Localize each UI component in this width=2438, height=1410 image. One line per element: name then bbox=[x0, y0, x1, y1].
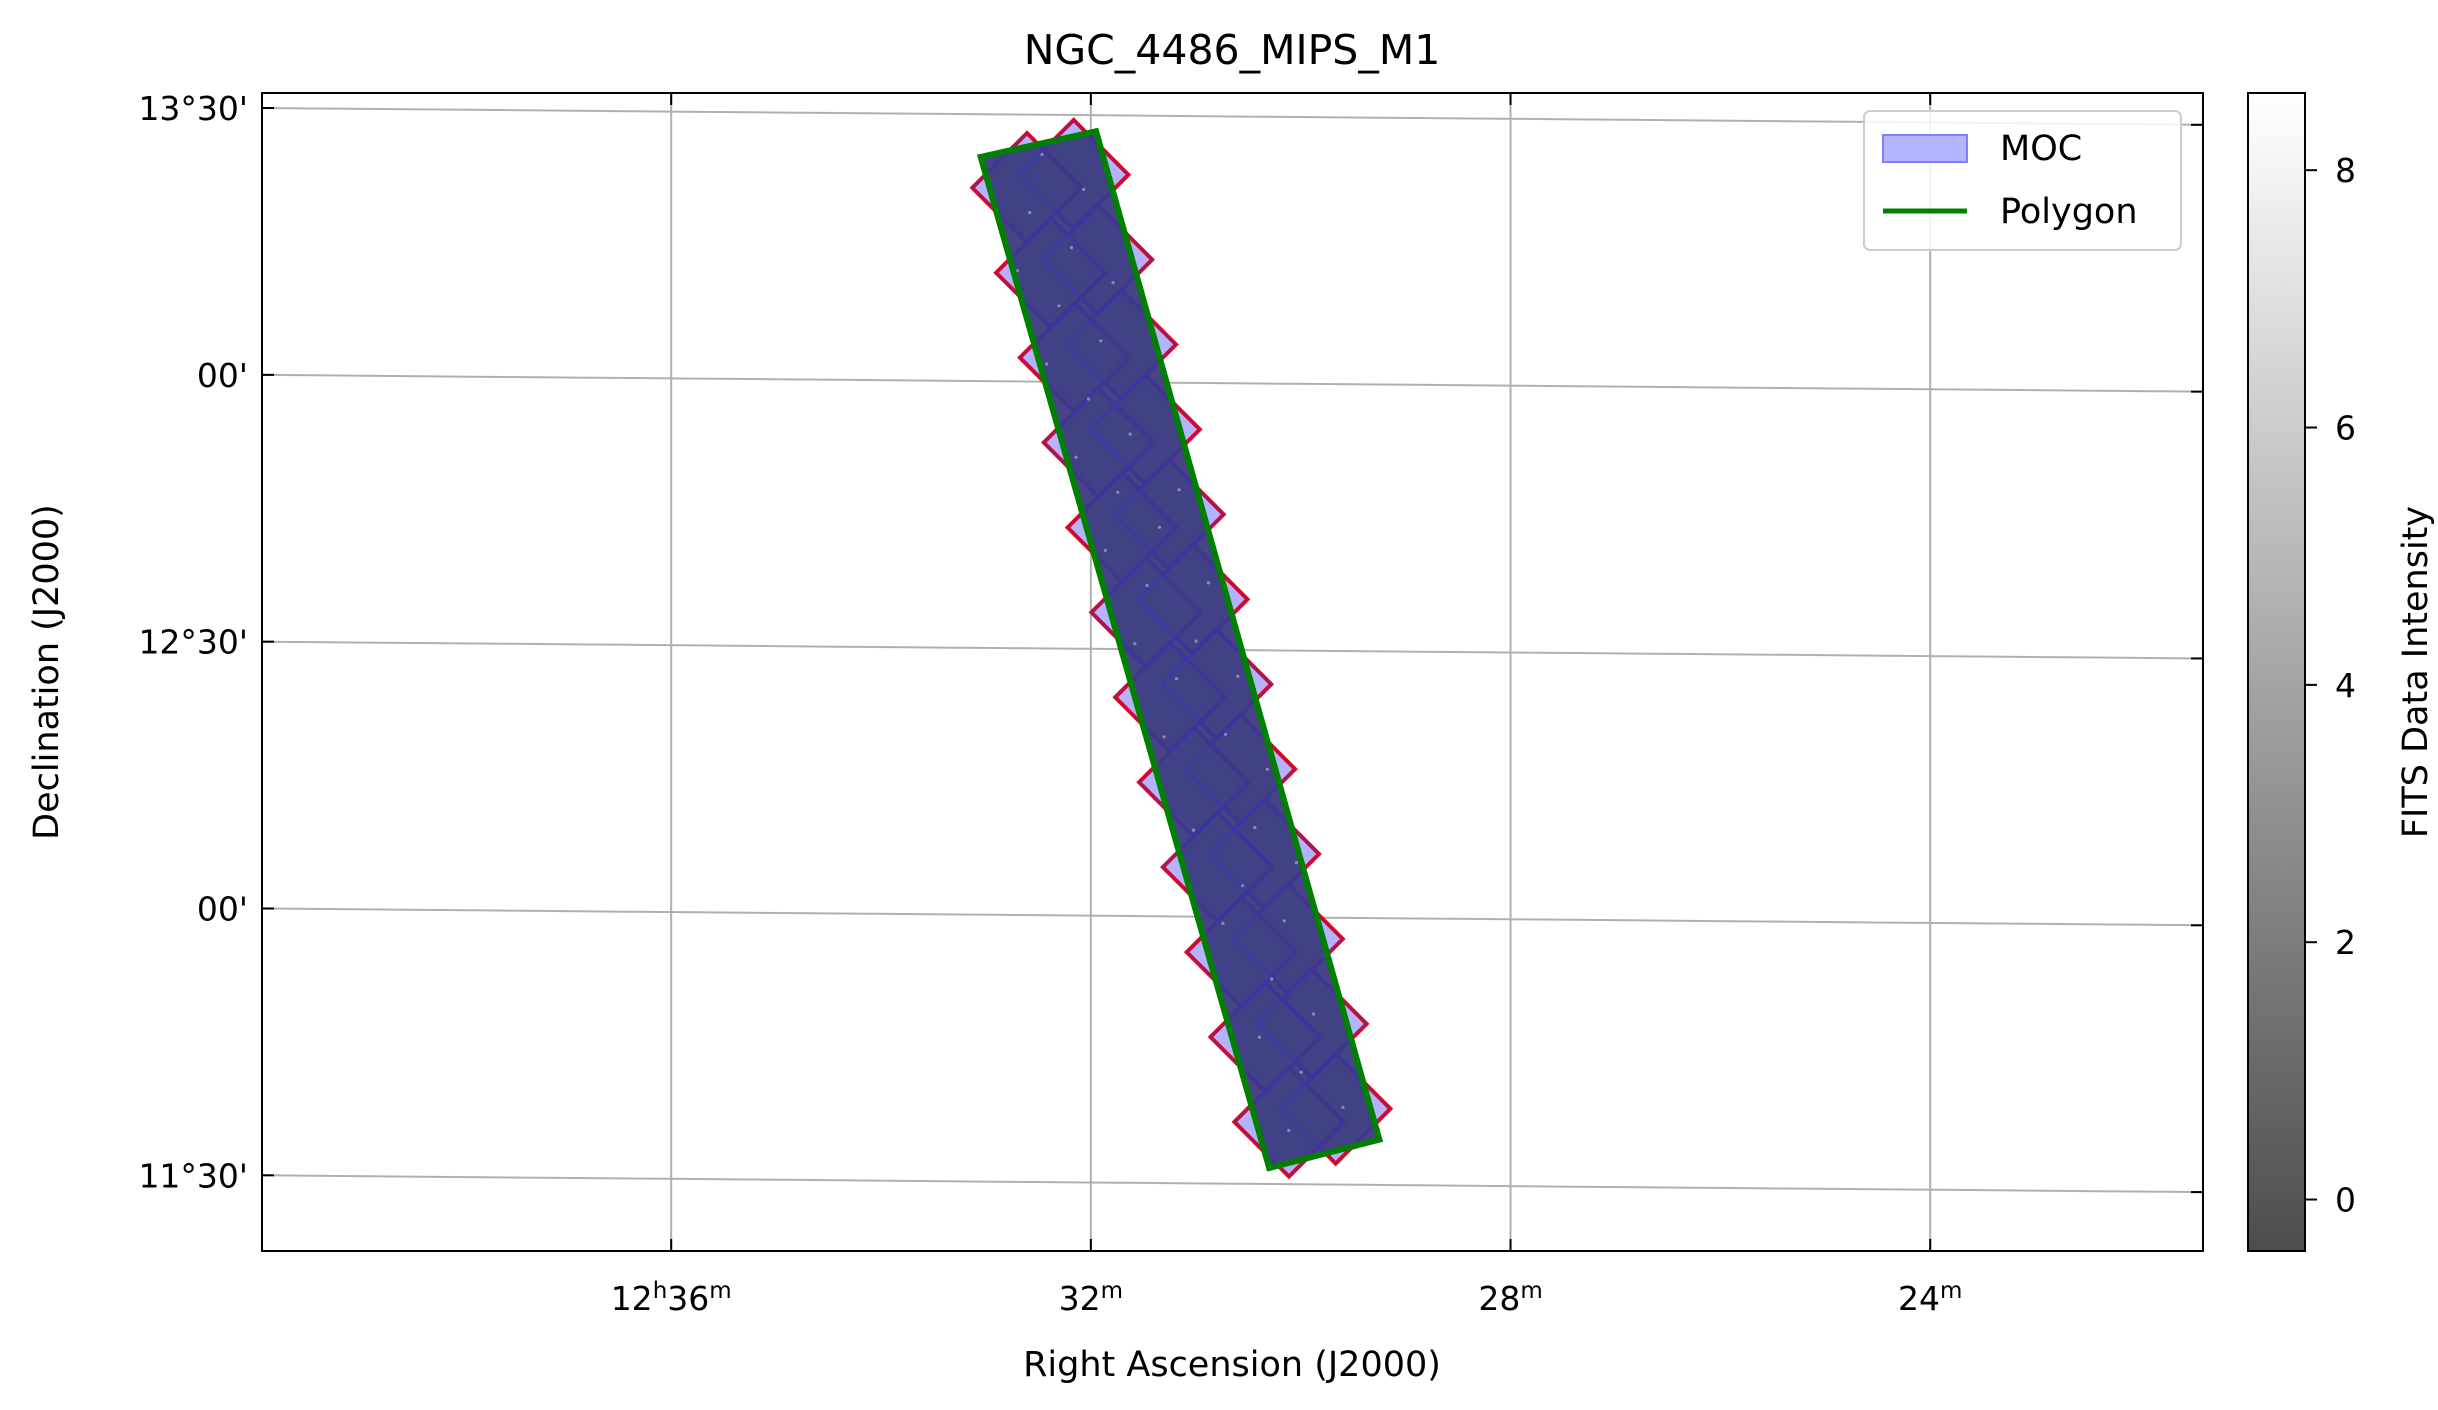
y-tick-label: 12°30' bbox=[138, 623, 248, 662]
colorbar-tick-label: 4 bbox=[2335, 666, 2356, 705]
chart-title: NGC_4486_MIPS_M1 bbox=[1024, 26, 1441, 74]
image-speck bbox=[1174, 677, 1179, 681]
legend-moc-swatch bbox=[1882, 134, 1968, 163]
image-speck bbox=[1086, 397, 1090, 401]
moc-cell-overlay bbox=[1279, 1052, 1392, 1165]
x-tick-label: 28m bbox=[1478, 1278, 1542, 1318]
image-speck bbox=[1116, 490, 1120, 494]
image-speck bbox=[1194, 639, 1198, 643]
x-tick-label: 24m bbox=[1898, 1278, 1962, 1318]
x-axis-label: Right Ascension (J2000) bbox=[1023, 1345, 1441, 1385]
polygon-outline bbox=[976, 127, 1384, 1172]
image-speck bbox=[1294, 861, 1299, 865]
image-speck bbox=[1253, 826, 1257, 830]
plot-frame bbox=[261, 92, 2204, 1252]
x-tick-label: 32m bbox=[1059, 1278, 1123, 1318]
colorbar-ticks: 0 2 4 6 8 bbox=[2305, 151, 2356, 1220]
image-speck bbox=[1311, 1012, 1316, 1016]
plot-area: 12h36m 32m 28m 24m 13°30' 00' 12°30' 00' 11°30'… bbox=[138, 89, 2204, 1318]
image-speck bbox=[1257, 1035, 1262, 1039]
image-speck bbox=[1028, 211, 1032, 215]
grid-line-dec bbox=[262, 1174, 2203, 1194]
legend-moc-label: MOC bbox=[2000, 129, 2082, 169]
image-speck bbox=[1341, 1105, 1345, 1109]
colorbar-label: FITS Data Intensity bbox=[2396, 506, 2436, 838]
y-tick-label: 13°30' bbox=[138, 89, 248, 128]
image-speck bbox=[1270, 977, 1274, 981]
y-tick-label: 00' bbox=[197, 356, 248, 395]
image-speck bbox=[1128, 432, 1132, 436]
x-tick-labels: 12h36m 32m 28m 24m bbox=[611, 1278, 1963, 1318]
y-axis-label: Declination (J2000) bbox=[27, 504, 67, 840]
image-speck bbox=[1191, 828, 1196, 832]
image-speck bbox=[1206, 581, 1210, 585]
colorbar-tick-label: 2 bbox=[2335, 923, 2356, 962]
y-tick-labels: 13°30' 00' 12°30' 00' 11°30' bbox=[138, 89, 248, 1195]
image-speck bbox=[1157, 525, 1162, 529]
grid-line-dec bbox=[262, 373, 2203, 393]
polygon-edge bbox=[976, 127, 1384, 1172]
legend-polygon-label: Polygon bbox=[2000, 192, 2138, 232]
image-speck bbox=[1221, 921, 1225, 926]
colorbar-tick-label: 0 bbox=[2335, 1181, 2356, 1220]
image-speck bbox=[1282, 919, 1286, 923]
tick-marks bbox=[262, 93, 2203, 1251]
image-speck bbox=[1265, 767, 1269, 772]
colorbar-tick-label: 8 bbox=[2335, 151, 2356, 190]
image-speck bbox=[1299, 1070, 1303, 1074]
legend: MOC Polygon bbox=[1863, 110, 2182, 251]
image-speck bbox=[1236, 674, 1240, 678]
image-speck bbox=[1111, 281, 1115, 285]
image-speck bbox=[1133, 642, 1137, 646]
y-tick-label: 11°30' bbox=[138, 1156, 248, 1195]
image-speck bbox=[1240, 884, 1245, 888]
image-speck bbox=[1040, 152, 1044, 156]
image-speck bbox=[1082, 187, 1086, 191]
colorbar: 0 2 4 6 8 FITS Data Intensity bbox=[2247, 92, 2436, 1252]
y-tick-label: 00' bbox=[197, 889, 248, 928]
image-speck bbox=[1177, 488, 1181, 492]
x-tick-label: 12h36m bbox=[611, 1278, 732, 1318]
image-speck bbox=[1162, 735, 1166, 739]
colorbar-gradient bbox=[2247, 92, 2306, 1252]
image-speck bbox=[1287, 1128, 1291, 1132]
image-speck bbox=[1223, 732, 1228, 736]
image-speck bbox=[1145, 583, 1149, 588]
colorbar-tick-label: 6 bbox=[2335, 409, 2356, 448]
image-speck bbox=[1069, 246, 1073, 250]
image-speck bbox=[1103, 548, 1107, 553]
fits-image-footprint bbox=[980, 131, 1380, 1168]
image-speck bbox=[1099, 339, 1103, 343]
image-speck bbox=[1057, 304, 1061, 308]
image-speck bbox=[1045, 362, 1049, 366]
image-speck bbox=[1074, 455, 1078, 459]
grid-lines bbox=[262, 93, 2203, 1251]
